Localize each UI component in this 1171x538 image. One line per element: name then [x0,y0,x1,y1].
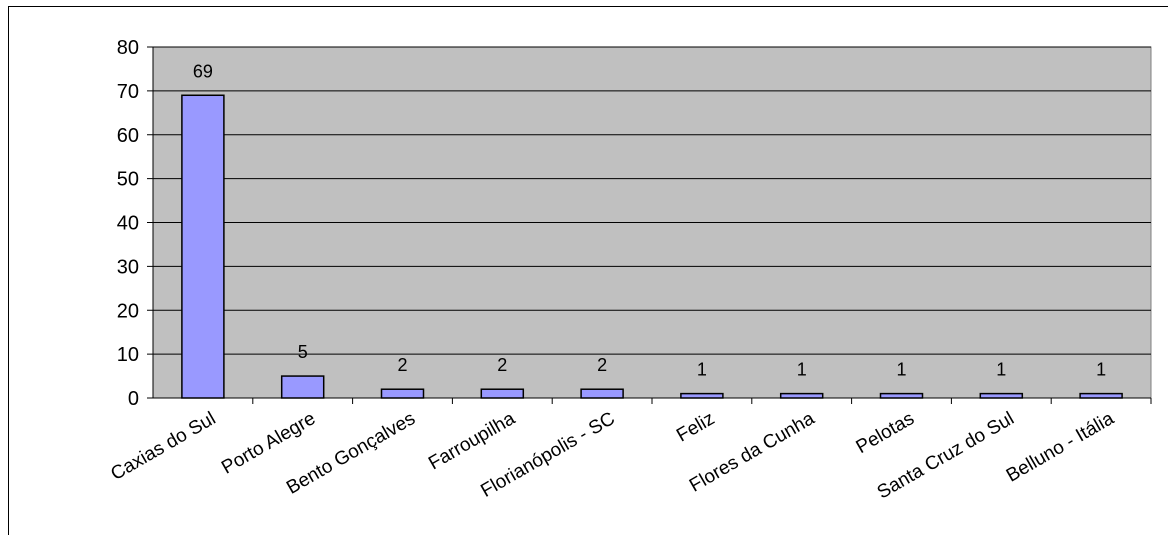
data-label: 1 [797,360,807,380]
bar [779,392,824,399]
bar [480,388,525,399]
y-tick-label: 10 [117,344,139,366]
y-tick-label: 20 [117,300,139,322]
category-label: Belluno - Itália [1003,408,1118,487]
category-label: Caxias do Sul [107,408,219,485]
bar [680,392,724,399]
y-tick-label: 80 [117,37,139,59]
y-tick-label: 40 [117,213,139,235]
y-tick-label: 50 [117,169,139,191]
data-label: 2 [397,355,407,375]
y-tick-label: 30 [117,256,139,278]
bar [280,375,325,399]
data-label: 1 [1096,360,1106,380]
bar [979,392,1024,399]
data-label: 2 [497,355,507,375]
bar [181,94,225,399]
data-label: 2 [597,355,607,375]
data-label: 1 [697,360,707,380]
bar [879,392,924,399]
category-label: Feliz [673,408,718,446]
chart-frame [8,6,1168,535]
bar [380,388,425,399]
data-label: 69 [193,61,213,81]
data-label: 5 [298,342,308,362]
y-tick-label: 70 [117,81,139,103]
category-label: Pelotas [853,408,918,458]
data-label: 1 [896,360,906,380]
category-label: Farroupilha [425,408,519,474]
bar [580,388,624,399]
bar [1079,392,1123,399]
y-tick-label: 60 [117,125,139,147]
y-tick-label: 0 [128,388,139,410]
data-label: 1 [996,360,1006,380]
